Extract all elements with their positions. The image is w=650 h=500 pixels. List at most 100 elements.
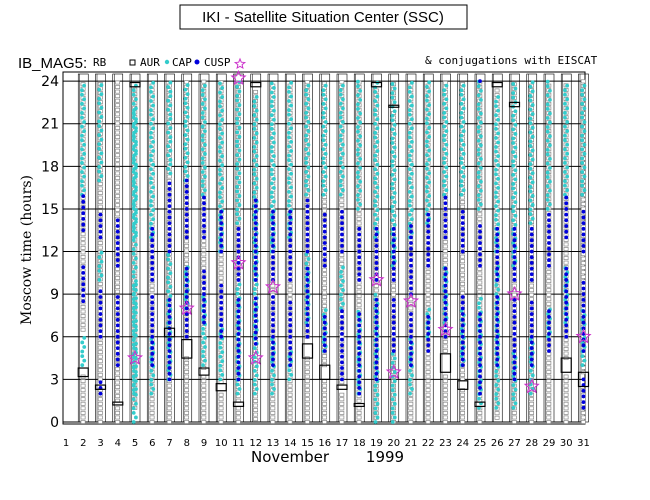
cap-mark: [545, 102, 550, 107]
cusp-mark: [184, 189, 189, 194]
rb-mark: [201, 238, 207, 243]
cusp-mark: [253, 232, 258, 237]
cap-mark: [183, 96, 188, 101]
cap-mark: [390, 263, 395, 268]
cusp-mark: [305, 278, 310, 282]
aur-mark: [132, 346, 136, 351]
cusp-mark: [81, 293, 86, 298]
cap-mark: [356, 138, 360, 143]
rb-mark: [563, 420, 569, 424]
cusp-mark: [512, 261, 517, 265]
cap-mark: [476, 147, 481, 152]
cap-mark: [289, 194, 294, 199]
cap-mark: [548, 157, 552, 161]
cap-mark: [80, 170, 84, 174]
rb-mark: [304, 383, 310, 388]
cusp-mark: [288, 243, 293, 248]
cusp-mark: [288, 226, 293, 231]
rb-mark: [115, 98, 120, 103]
cap-mark: [427, 148, 432, 153]
cap-mark: [235, 189, 240, 194]
rb-mark: [408, 420, 414, 424]
cusp-mark: [564, 266, 569, 271]
cusp-mark: [253, 336, 258, 341]
aur-mark: [390, 383, 395, 388]
cusp-mark: [184, 266, 189, 271]
aur-mark: [427, 307, 432, 312]
cap-mark: [528, 189, 533, 194]
cap-mark: [269, 113, 274, 118]
cap-mark: [321, 161, 326, 165]
cusp-mark: [305, 215, 310, 220]
cap-mark: [513, 86, 518, 91]
cusp-mark: [322, 224, 327, 228]
cusp-mark: [512, 309, 517, 314]
cap-mark: [289, 126, 294, 131]
cap-mark: [580, 92, 585, 97]
title-box: [179, 4, 468, 30]
rb-mark: [253, 399, 258, 403]
aur-mark: [375, 401, 380, 406]
rb-mark: [442, 349, 448, 353]
cusp-mark: [253, 278, 258, 282]
cusp-mark: [98, 312, 103, 316]
rb-mark: [184, 374, 189, 379]
cusp-mark: [150, 300, 155, 305]
rb-mark: [304, 401, 310, 406]
rb-mark: [546, 388, 552, 393]
aur-mark: [390, 420, 395, 424]
cap-mark: [80, 88, 84, 93]
cap-mark: [287, 189, 291, 194]
rb-mark: [218, 415, 224, 420]
cusp-mark: [581, 400, 586, 405]
rb-mark: [425, 360, 431, 365]
cap-mark: [459, 111, 464, 115]
cap-mark: [200, 88, 205, 93]
cusp-mark: [236, 226, 241, 231]
cusp-mark: [98, 300, 103, 305]
cap-mark: [496, 131, 501, 136]
rb-mark: [218, 420, 224, 424]
cap-mark: [97, 155, 102, 160]
cap-mark: [272, 176, 276, 181]
aur-mark: [339, 292, 343, 297]
cusp-mark: [512, 337, 517, 342]
cusp-mark: [271, 340, 275, 345]
cap-mark: [375, 208, 380, 212]
rb-mark: [218, 257, 224, 262]
cap-mark: [444, 106, 449, 111]
cusp-mark: [512, 326, 517, 331]
cap-mark: [545, 147, 550, 152]
cusp-mark: [305, 289, 310, 294]
rb-mark: [356, 298, 362, 303]
cap-mark: [287, 99, 291, 103]
cap-mark: [528, 198, 533, 203]
cap-mark: [183, 110, 188, 115]
cusp-mark: [564, 195, 569, 200]
cap-mark: [582, 188, 587, 193]
cusp-mark: [150, 351, 155, 356]
cusp-mark: [409, 280, 413, 285]
aur-mark: [410, 387, 414, 391]
rb-mark: [218, 397, 224, 402]
cusp-mark: [409, 334, 413, 339]
cusp-mark: [426, 224, 431, 228]
cusp-mark: [219, 334, 224, 339]
cusp-mark: [184, 278, 189, 282]
cap-mark: [235, 162, 240, 166]
y-tick-9: 9: [50, 287, 59, 303]
cap-mark: [97, 87, 102, 92]
cap-mark: [511, 113, 516, 118]
pass-box: [388, 104, 400, 108]
cap-mark: [358, 188, 363, 193]
cusp-mark: [443, 306, 448, 311]
rb-mark: [477, 420, 483, 424]
rb-mark: [580, 256, 586, 261]
cap-mark: [149, 158, 153, 162]
cusp-mark: [236, 297, 241, 302]
cusp-mark: [115, 306, 120, 311]
cap-mark: [479, 179, 483, 184]
cap-mark: [479, 157, 483, 161]
cusp-mark: [512, 249, 517, 254]
rb-mark: [442, 420, 448, 424]
